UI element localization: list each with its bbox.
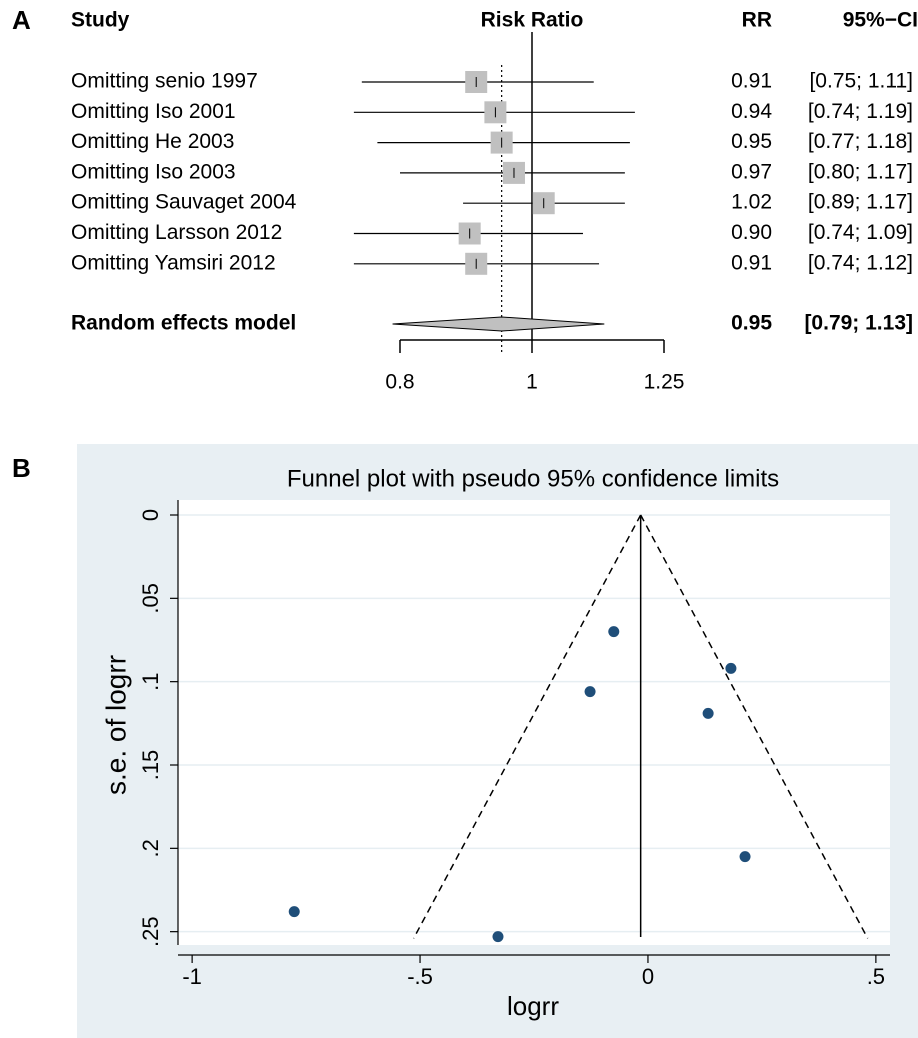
y-tick-label: .2 (138, 839, 163, 857)
study-label: Omitting senio 1997 (71, 70, 258, 93)
ci-label: [0.89; 1.17] (808, 191, 913, 214)
plot-area (178, 500, 890, 945)
y-tick-label: .15 (138, 750, 163, 781)
study-label: Omitting Yamsiri 2012 (71, 251, 276, 274)
header: RR (742, 9, 772, 32)
x-tick-label: .5 (867, 964, 885, 989)
x-axis-label: logrr (507, 991, 559, 1021)
point (608, 626, 620, 638)
chart-title: Funnel plot with pseudo 95% confidence l… (287, 465, 779, 492)
y-tick-label: .05 (138, 583, 163, 614)
x-tick-label: 0 (642, 964, 654, 989)
point (725, 662, 737, 674)
ci-label: [0.74; 1.09] (808, 221, 913, 244)
x-tick-label: -.5 (407, 964, 433, 989)
study-label: Omitting Iso 2003 (71, 160, 236, 183)
study-label: Omitting Sauvaget 2004 (71, 191, 297, 214)
confidence-limit (640, 514, 869, 939)
study-label: Omitting Larsson 2012 (71, 221, 282, 244)
study-label: Omitting He 2003 (71, 130, 234, 153)
rr-label: 1.02 (731, 191, 772, 214)
point (739, 851, 751, 863)
y-tick-label: .1 (138, 672, 163, 690)
point (492, 931, 504, 943)
study-label: Omitting Iso 2001 (71, 100, 236, 123)
rr-label: 0.95 (731, 130, 772, 153)
summary-label: Random effects model (71, 312, 296, 335)
ci-label: [0.74; 1.19] (808, 100, 913, 123)
ci-label: [0.77; 1.18] (808, 130, 913, 153)
ci-label: [0.75; 1.11] (809, 70, 913, 93)
summary-ci: [0.79; 1.13] (804, 312, 913, 335)
header: Study (71, 9, 130, 32)
ci-label: [0.80; 1.17] (808, 160, 913, 183)
header: 95%−CI (843, 9, 918, 32)
confidence-limit (413, 514, 642, 939)
panel-label: B (12, 453, 31, 483)
rr-label: 0.91 (731, 251, 772, 274)
y-tick-label: 0 (138, 509, 163, 521)
y-tick-label: .25 (138, 916, 163, 947)
rr-label: 0.94 (731, 100, 772, 123)
point (288, 906, 300, 918)
ci-label: [0.74; 1.12] (808, 251, 913, 274)
x-tick-label: 0.8 (385, 371, 414, 394)
x-tick-label: 1 (526, 371, 538, 394)
summary-diamond (392, 316, 605, 332)
point (702, 707, 714, 719)
rr-label: 0.90 (731, 221, 772, 244)
point (584, 686, 596, 698)
rr-label: 0.97 (731, 160, 772, 183)
summary-rr: 0.95 (731, 312, 772, 335)
x-tick-label: -1 (182, 964, 202, 989)
y-axis-label: s.e. of logrr (100, 655, 131, 795)
rr-label: 0.91 (731, 70, 772, 93)
header: Risk Ratio (481, 9, 584, 32)
panel-label: A (12, 5, 31, 35)
x-tick-label: 1.25 (644, 371, 685, 394)
